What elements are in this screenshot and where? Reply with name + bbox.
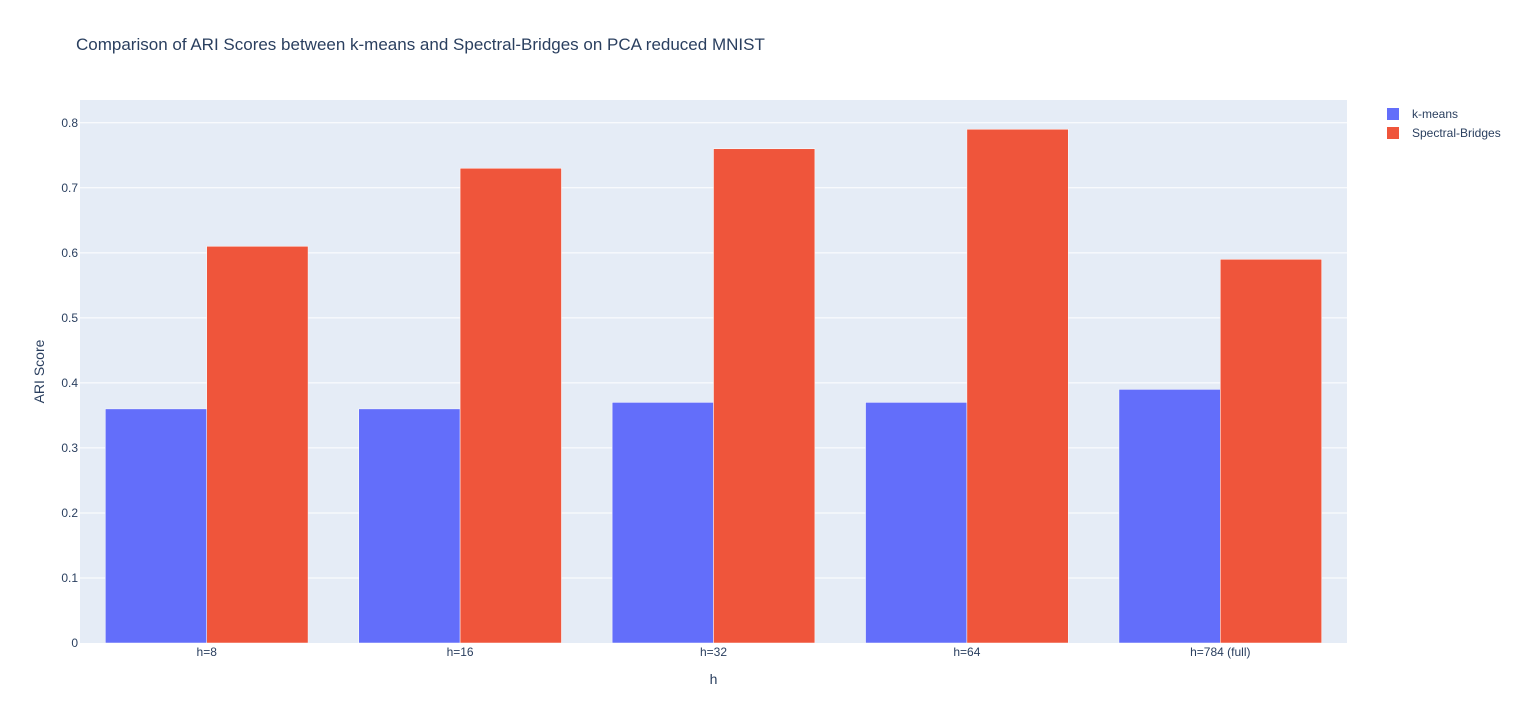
bar-spectral-bridges[interactable] [713, 148, 816, 644]
y-tick-label: 0.1 [61, 571, 78, 585]
bar-spectral-bridges[interactable] [459, 168, 562, 644]
bar-spectral-bridges[interactable] [206, 246, 309, 644]
x-tick-label: h=64 [953, 645, 980, 659]
y-tick-label: 0.2 [61, 506, 78, 520]
y-tick-label: 0.8 [61, 116, 78, 130]
legend-item[interactable]: k-means [1387, 107, 1458, 121]
y-axis-ticks: 0 0.1 0.2 0.3 0.4 0.5 0.6 0.7 0.8 [61, 116, 78, 650]
legend-label: k-means [1412, 107, 1458, 121]
legend-label: Spectral-Bridges [1412, 126, 1501, 140]
legend-swatch [1387, 127, 1399, 139]
legend-item[interactable]: Spectral-Bridges [1387, 126, 1501, 140]
x-axis-title: h [710, 671, 718, 687]
legend[interactable]: k-means Spectral-Bridges [1387, 107, 1501, 140]
bars [105, 129, 1322, 644]
y-tick-label: 0.3 [61, 441, 78, 455]
bar-k-means[interactable] [865, 402, 968, 644]
bar-k-means[interactable] [1118, 389, 1221, 644]
x-axis-ticks: h=8 h=16 h=32 h=64 h=784 (full) [197, 645, 1251, 659]
y-tick-label: 0 [71, 636, 78, 650]
y-tick-label: 0.7 [61, 181, 78, 195]
x-tick-label: h=32 [700, 645, 727, 659]
y-tick-label: 0.5 [61, 311, 78, 325]
chart-title: Comparison of ARI Scores between k-means… [76, 35, 765, 54]
y-tick-label: 0.4 [61, 376, 78, 390]
bar-k-means[interactable] [105, 408, 207, 644]
bar-k-means[interactable] [358, 408, 461, 644]
bar-spectral-bridges[interactable] [1220, 259, 1322, 644]
legend-swatch [1387, 108, 1399, 120]
x-tick-label: h=8 [197, 645, 218, 659]
bar-spectral-bridges[interactable] [966, 129, 1069, 644]
x-tick-label: h=16 [447, 645, 474, 659]
bar-k-means[interactable] [611, 402, 714, 644]
y-axis-title: ARI Score [31, 339, 47, 403]
y-tick-label: 0.6 [61, 246, 78, 260]
x-tick-label: h=784 (full) [1190, 645, 1250, 659]
